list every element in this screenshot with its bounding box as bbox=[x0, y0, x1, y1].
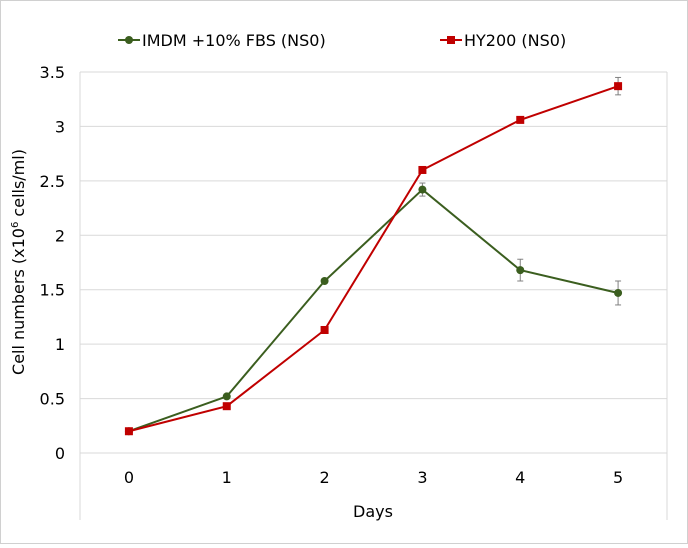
series-layer bbox=[124, 76, 623, 436]
y-tick-label: 1 bbox=[55, 335, 65, 354]
series-line bbox=[128, 188, 619, 433]
data-point bbox=[516, 266, 525, 275]
series-line bbox=[128, 85, 619, 433]
y-tick-label: 3 bbox=[55, 117, 65, 136]
legend-item: HY200 (NS0) bbox=[440, 31, 566, 50]
y-tick-label: 3.5 bbox=[40, 63, 65, 82]
legend-marker bbox=[125, 36, 133, 44]
x-tick-label: 0 bbox=[124, 468, 134, 487]
data-point bbox=[614, 82, 623, 91]
legend-label: HY200 (NS0) bbox=[464, 31, 566, 50]
x-tick-label: 2 bbox=[319, 468, 329, 487]
gridlines bbox=[80, 71, 667, 400]
y-tick-label: 1.5 bbox=[40, 281, 65, 300]
x-tick-label: 1 bbox=[222, 468, 232, 487]
y-axis-title-superscript: 6 bbox=[10, 222, 21, 228]
data-point bbox=[222, 392, 231, 401]
data-point bbox=[614, 288, 623, 297]
series-group bbox=[124, 76, 623, 436]
y-tick-label: 2.5 bbox=[40, 172, 65, 191]
x-tick-label: 5 bbox=[613, 468, 623, 487]
y-axis-title-prefix: Cell numbers (x10 bbox=[9, 228, 28, 375]
data-point bbox=[320, 325, 329, 334]
x-axis-title: Days bbox=[353, 502, 393, 521]
x-tick-label: 3 bbox=[417, 468, 427, 487]
data-point bbox=[222, 402, 231, 411]
legend: IMDM +10% FBS (NS0) HY200 (NS0) bbox=[118, 31, 566, 50]
legend-label: IMDM +10% FBS (NS0) bbox=[142, 31, 326, 50]
data-point bbox=[320, 277, 329, 286]
axes: 0 0.5 1 1.5 2 2.5 3 3.5 0 1 2 3 4 5 bbox=[40, 63, 668, 520]
data-point bbox=[516, 115, 525, 124]
legend-item: IMDM +10% FBS (NS0) bbox=[118, 31, 326, 50]
y-tick-label: 2 bbox=[55, 226, 65, 245]
data-point bbox=[418, 185, 427, 194]
x-tick-label: 4 bbox=[515, 468, 525, 487]
legend-marker bbox=[447, 36, 455, 44]
y-tick-label: 0 bbox=[55, 444, 65, 463]
y-tick-label: 0.5 bbox=[40, 390, 65, 409]
data-point bbox=[124, 427, 133, 436]
y-axis-title: Cell numbers (x106 cells/ml) bbox=[9, 149, 28, 375]
y-axis-title-suffix: cells/ml) bbox=[9, 149, 28, 222]
data-point bbox=[418, 165, 427, 174]
